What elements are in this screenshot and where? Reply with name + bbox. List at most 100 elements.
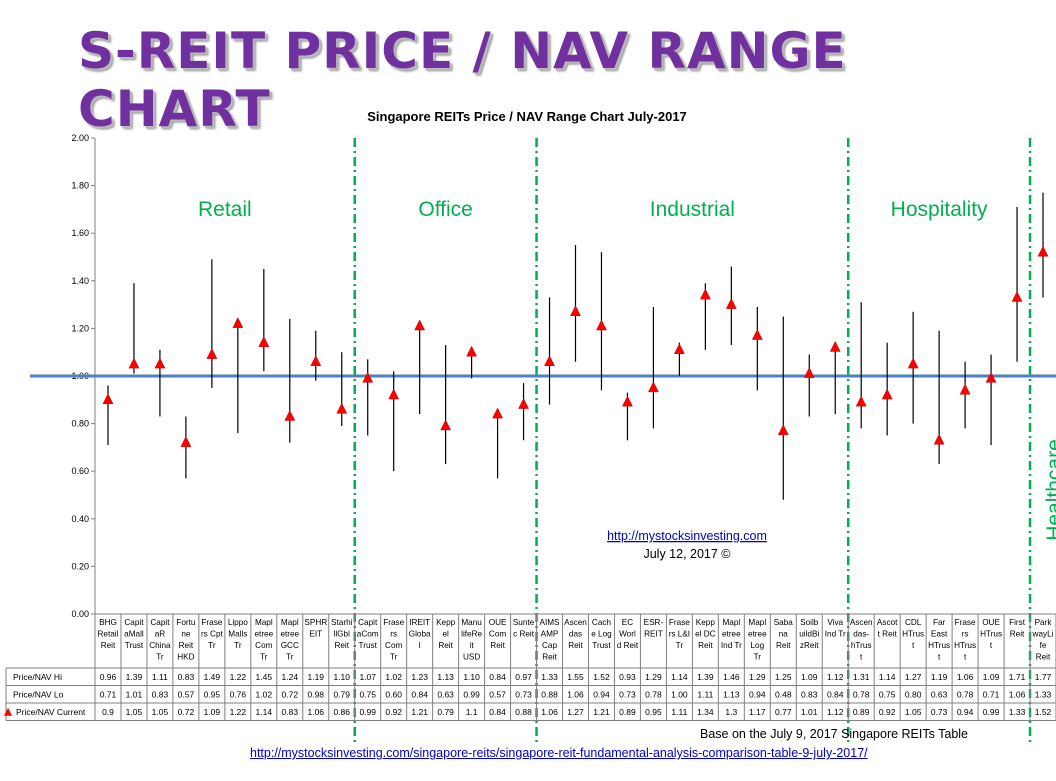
- current-marker: [570, 305, 581, 316]
- table-cell: 1.13: [723, 689, 740, 699]
- table-cell: 0.79: [437, 707, 454, 717]
- category-label: Frase rs Com Tr: [383, 618, 404, 662]
- current-marker: [492, 407, 503, 419]
- watermark-link[interactable]: http://mystocksinvesting.com: [607, 529, 767, 543]
- table-cell: 0.72: [282, 689, 299, 699]
- table-cell: 1.27: [905, 672, 922, 682]
- table-cell: 0.63: [437, 689, 454, 699]
- category-label: Saba na Reit: [774, 618, 794, 650]
- table-cell: 0.89: [853, 707, 870, 717]
- category-label: OUE Com Reit: [489, 618, 507, 650]
- table-cell: 1.22: [230, 672, 247, 682]
- current-marker: [102, 393, 114, 405]
- table-cell: 0.93: [619, 672, 636, 682]
- table-cell: 1.06: [957, 672, 974, 682]
- table-cell: 1.09: [801, 672, 818, 682]
- category-label: CDL HTrus t: [902, 618, 924, 650]
- table-cell: 1.39: [126, 672, 143, 682]
- table-cell: 1.01: [801, 707, 818, 717]
- sector-label-industrial: Industrial: [650, 198, 735, 221]
- current-marker: [336, 402, 348, 414]
- table-cell: 0.77: [775, 707, 792, 717]
- table-cell: 1.02: [385, 672, 402, 682]
- category-label: Soilb uildBi zReit: [799, 618, 819, 650]
- category-label: Ascot t Reit: [877, 618, 898, 639]
- source-note: Base on the July 9, 2017 Singapore REITs…: [700, 727, 968, 741]
- table-cell: 1.07: [359, 672, 376, 682]
- category-label: Cach e Log Trust: [591, 618, 612, 650]
- category-label: Capit aR China Tr: [149, 618, 171, 662]
- table-cell: 0.84: [411, 689, 428, 699]
- table-cell: 1.29: [645, 672, 662, 682]
- table-cell: 1.29: [749, 672, 766, 682]
- y-tick-label: 1.20: [71, 323, 89, 333]
- category-label: Kepp el DC Reit: [695, 618, 716, 650]
- table-cell: 0.88: [541, 689, 558, 699]
- table-cell: 0.83: [282, 707, 299, 717]
- current-marker: [907, 357, 919, 369]
- current-marker: [284, 409, 296, 421]
- table-cell: 0.80: [905, 689, 922, 699]
- table-cell: 1.01: [126, 689, 143, 699]
- table-cell: 0.57: [178, 689, 195, 699]
- table-cell: 0.98: [307, 689, 324, 699]
- table-cell: 0.78: [853, 689, 870, 699]
- table-cell: 0.96: [100, 672, 117, 682]
- current-marker: [777, 424, 789, 435]
- table-cell: 1.12: [827, 672, 844, 682]
- category-label: First Reit: [1009, 618, 1026, 639]
- table-cell: 0.83: [152, 689, 169, 699]
- table-cell: 0.71: [100, 689, 117, 699]
- table-cell: 0.73: [515, 689, 532, 699]
- table-cell: 1.39: [697, 672, 714, 682]
- table-cell: 1.06: [541, 707, 558, 717]
- row-label: Price/NAV Current: [16, 707, 86, 717]
- current-marker: [1011, 290, 1023, 302]
- current-marker: [933, 433, 945, 445]
- current-marker: [414, 319, 426, 331]
- table-cell: 1.27: [567, 707, 584, 717]
- category-label: Capit aMall Trust: [124, 618, 144, 650]
- category-label: EC Worl d Reit: [617, 618, 639, 650]
- watermark-date: July 12, 2017 ©: [643, 547, 731, 561]
- y-tick-label: 0.00: [71, 609, 89, 619]
- category-label: BHG Retail Reit: [98, 618, 119, 650]
- sector-label-healthcare: Healthcare: [1043, 439, 1056, 541]
- table-cell: 0.57: [489, 689, 506, 699]
- current-marker: [180, 436, 192, 447]
- chart-title: Singapore REITs Price / NAV Range Chart …: [367, 109, 687, 124]
- category-label: Mapl etree Ind Tr: [721, 618, 742, 650]
- table-cell: 1.46: [723, 672, 740, 682]
- table-cell: 1.06: [567, 689, 584, 699]
- current-marker: [518, 398, 529, 409]
- table-cell: 1.24: [282, 672, 299, 682]
- current-marker: [1037, 245, 1049, 257]
- category-label: Frase rs Cpt Tr: [201, 618, 224, 650]
- category-label: SPHR EIT: [304, 618, 327, 639]
- table-cell: 0.99: [359, 707, 376, 717]
- current-marker: [699, 288, 711, 300]
- category-label: ESR-REIT: [644, 618, 664, 639]
- y-tick-label: 0.40: [71, 514, 89, 524]
- current-marker: [362, 371, 374, 383]
- table-cell: 0.89: [619, 707, 636, 717]
- banner-title: S-REIT PRICE / NAV RANGE CHART: [78, 22, 847, 138]
- table-cell: 1.11: [671, 707, 687, 717]
- table-cell: 1.10: [463, 672, 480, 682]
- current-marker: [648, 381, 659, 393]
- category-label: Mapl etree GCC Tr: [280, 618, 299, 662]
- table-cell: 1.55: [567, 672, 584, 682]
- source-link[interactable]: http://mystocksinvesting.com/singapore-r…: [250, 746, 868, 760]
- current-marker: [232, 317, 244, 328]
- category-label: Lippo Malls Tr: [228, 618, 248, 650]
- category-label: Viva Ind Tr: [825, 618, 846, 639]
- category-label: Capit aCom Trust: [357, 618, 379, 650]
- table-cell: 0.60: [385, 689, 402, 699]
- current-marker: [959, 383, 971, 395]
- table-cell: 0.84: [827, 689, 844, 699]
- category-label: Frase rs L&I Tr: [669, 618, 691, 650]
- y-tick-label: 1.80: [71, 181, 89, 191]
- category-label: Mapl etree Log Tr: [748, 618, 767, 662]
- y-tick-label: 1.40: [71, 276, 89, 286]
